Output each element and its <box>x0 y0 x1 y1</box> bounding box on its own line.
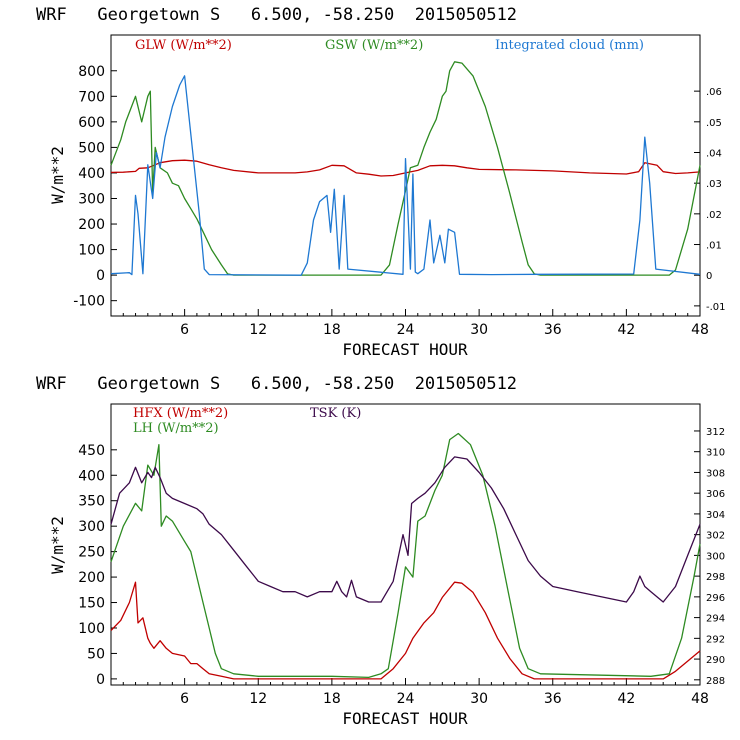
y-tick-label: 700 <box>78 89 105 105</box>
legend-gsw: GSW (W/m**2) <box>325 38 423 53</box>
y-tick-label: 0 <box>96 672 105 688</box>
y-tick-label: 400 <box>78 468 105 484</box>
top-y-ticks: -100 0 100 200 300 400 500 600 700 800 <box>73 64 117 310</box>
x-tick-label: 48 <box>691 691 709 707</box>
y2-tick-label: 294 <box>706 614 725 625</box>
y2-tick-label: 310 <box>706 448 725 459</box>
x-tick-label: 12 <box>249 322 267 338</box>
y2-tick-label: 306 <box>706 489 725 500</box>
x-tick-label: 24 <box>397 322 415 338</box>
y2-tick-label: 312 <box>706 427 725 438</box>
x-tick-label: 6 <box>180 322 189 338</box>
x-tick-label: 18 <box>323 322 341 338</box>
top-x-axis-label: FORECAST HOUR <box>342 340 468 359</box>
y-tick-label: -100 <box>73 294 105 310</box>
top-chart: WRF Georgetown S 6.500, -58.250 20150505… <box>36 5 726 359</box>
y2-tick-label: -.01 <box>706 302 726 313</box>
y2-tick-label: .02 <box>706 210 722 221</box>
x-tick-label: 24 <box>397 691 415 707</box>
bottom-y-axis-label: W/m**2 <box>48 516 67 574</box>
y-tick-label: 350 <box>78 494 105 510</box>
y2-tick-label: 304 <box>706 510 725 521</box>
x-tick-label: 48 <box>691 322 709 338</box>
bottom-chart: WRF Georgetown S 6.500, -58.250 20150505… <box>36 374 725 728</box>
y-tick-label: 200 <box>78 217 105 233</box>
legend-hfx: HFX (W/m**2) <box>133 406 228 421</box>
bottom-series-hfx-line <box>110 581 701 680</box>
x-tick-label: 36 <box>544 691 562 707</box>
y-tick-label: 300 <box>78 191 105 207</box>
top-y2-ticks: -.01 0 .01 .02 .03 .04 .05 .06 <box>694 87 726 313</box>
y2-tick-label: .05 <box>706 118 722 129</box>
y2-tick-label: .03 <box>706 179 722 190</box>
y-tick-label: 100 <box>78 243 105 259</box>
bottom-series <box>110 432 701 680</box>
bottom-series-lh-line <box>110 432 701 679</box>
y-tick-label: 500 <box>78 140 105 156</box>
y2-tick-label: 290 <box>706 655 725 666</box>
x-tick-label: 18 <box>323 691 341 707</box>
bottom-series-tsk-line <box>110 456 701 603</box>
top-series-integrated-line <box>110 75 701 276</box>
y-tick-label: 300 <box>78 519 105 535</box>
y-tick-label: 600 <box>78 115 105 131</box>
y2-tick-label: 0 <box>706 271 712 282</box>
legend-tsk: TSK (K) <box>310 406 361 421</box>
y2-tick-label: 298 <box>706 572 725 583</box>
legend-lh: LH (W/m**2) <box>133 421 219 436</box>
top-chart-title: WRF Georgetown S 6.500, -58.250 20150505… <box>36 5 517 25</box>
y2-tick-label: 300 <box>706 551 725 562</box>
y2-tick-label: 296 <box>706 593 725 604</box>
x-tick-label: 42 <box>617 691 635 707</box>
bottom-chart-title: WRF Georgetown S 6.500, -58.250 20150505… <box>36 374 517 394</box>
top-x-ticks: 6 12 18 24 30 36 42 48 <box>110 309 709 338</box>
x-tick-label: 6 <box>180 691 189 707</box>
x-tick-label: 30 <box>470 322 488 338</box>
y2-tick-label: 292 <box>706 634 725 645</box>
x-tick-label: 42 <box>617 322 635 338</box>
top-y-axis-label: W/m**2 <box>48 146 67 204</box>
x-tick-label: 12 <box>249 691 267 707</box>
bottom-y2-ticks: 288 290 292 294 296 298 300 302 304 306 308 310 312 <box>694 427 725 687</box>
x-tick-label: 36 <box>544 322 562 338</box>
y2-tick-label: 302 <box>706 531 725 542</box>
y-tick-label: 800 <box>78 64 105 80</box>
y-tick-label: 150 <box>78 596 105 612</box>
y2-tick-label: .04 <box>706 148 722 159</box>
top-series-gsw-line <box>110 61 701 276</box>
y-tick-label: 0 <box>96 268 105 284</box>
top-series <box>110 61 701 276</box>
y-tick-label: 450 <box>78 443 105 459</box>
y-tick-label: 400 <box>78 166 105 182</box>
y-tick-label: 250 <box>78 545 105 561</box>
x-tick-label: 30 <box>470 691 488 707</box>
y2-tick-label: 308 <box>706 468 725 479</box>
bottom-x-axis-label: FORECAST HOUR <box>342 709 468 728</box>
top-series-glw-line <box>110 159 701 177</box>
legend-integrated-cloud: Integrated cloud (mm) <box>495 38 644 53</box>
y2-tick-label: 288 <box>706 676 725 687</box>
y-tick-label: 50 <box>87 646 105 662</box>
y2-tick-label: .06 <box>706 87 722 98</box>
y-tick-label: 100 <box>78 621 105 637</box>
bottom-y-ticks: 0 50 100 150 200 250 300 350 400 450 <box>78 443 117 688</box>
legend-glw: GLW (W/m**2) <box>135 38 232 53</box>
y2-tick-label: .01 <box>706 241 722 252</box>
y-tick-label: 200 <box>78 570 105 586</box>
bottom-x-ticks: 6 12 18 24 30 36 42 48 <box>110 678 709 707</box>
